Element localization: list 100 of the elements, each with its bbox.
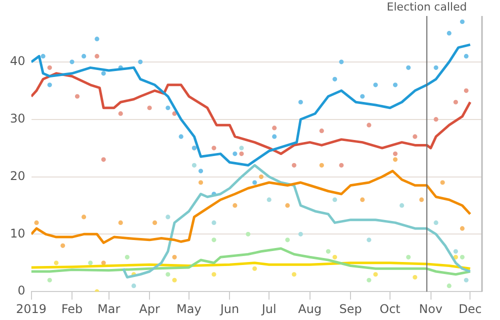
point [34,220,39,225]
y-tick-label: 10 [10,226,26,240]
point [47,278,52,282]
point [373,272,378,277]
point [419,197,424,202]
point [172,111,177,116]
point [360,197,365,202]
point [82,54,86,58]
point [94,54,100,58]
point [285,203,290,208]
point [406,254,411,260]
point [198,168,204,174]
point [82,214,86,220]
point [332,197,338,202]
point [453,100,458,104]
point [152,220,158,225]
point [434,220,438,225]
point [460,226,465,231]
point [94,36,100,42]
x-tick-label: Oct [380,302,401,316]
point [319,128,324,134]
point [326,249,331,254]
point [366,278,372,282]
point [172,254,177,260]
point [47,65,52,70]
point [54,260,59,266]
point [101,157,106,162]
point [246,232,250,236]
point [232,152,238,156]
point [172,278,177,282]
point [373,82,378,88]
point [192,162,197,168]
point [252,266,257,271]
point [339,60,344,64]
point [332,76,338,82]
x-tick-label: Mar [97,302,120,316]
point [360,94,365,99]
point [258,174,264,180]
x-tick-label: Dec [458,302,482,316]
point [212,146,216,150]
y-tick-label: 40 [10,54,26,68]
point [60,243,66,248]
point [272,126,277,130]
point [232,203,238,208]
point [434,117,438,122]
point [166,272,170,277]
y-tick-label: 0 [18,284,26,298]
point [70,60,74,64]
x-tick-label: Nov [419,302,442,316]
point [446,30,452,36]
ref-line-label: Election called [386,0,467,14]
point [147,106,152,110]
point [332,254,338,260]
x-tick-label: May [176,302,202,316]
point [412,134,418,139]
y-tick-label: 20 [10,168,26,183]
point [198,180,204,185]
y-tick-label: 30 [10,111,26,126]
point [440,180,445,185]
point [366,122,372,128]
point [101,71,106,76]
point [339,162,344,168]
point [292,162,296,168]
x-tick-label: Sep [339,302,362,316]
point [446,284,452,288]
point [392,152,398,156]
point [239,152,244,156]
x-tick-label: Jul [260,302,276,316]
point [40,54,46,58]
point [392,82,398,88]
x-tick-label: Aug [298,302,322,316]
point [212,220,216,225]
x-tick-label: Apr [139,302,160,316]
point [118,220,123,225]
point [460,254,465,260]
point [400,203,404,208]
point [298,232,303,236]
point [239,146,244,150]
point [47,82,52,88]
point [131,284,136,288]
point [453,249,458,254]
point [252,180,257,185]
point [74,94,80,99]
point [138,60,143,64]
point [453,254,458,260]
point [434,65,438,70]
point [292,272,296,277]
point [272,134,277,139]
point [464,278,469,282]
point [285,238,290,242]
point [88,260,93,266]
x-tick-label: Feb [61,302,83,316]
point [406,65,411,70]
point [124,254,130,260]
point [266,197,272,202]
point [178,134,184,139]
point [212,272,216,277]
point [166,106,170,110]
point [392,157,398,162]
point [298,100,303,104]
